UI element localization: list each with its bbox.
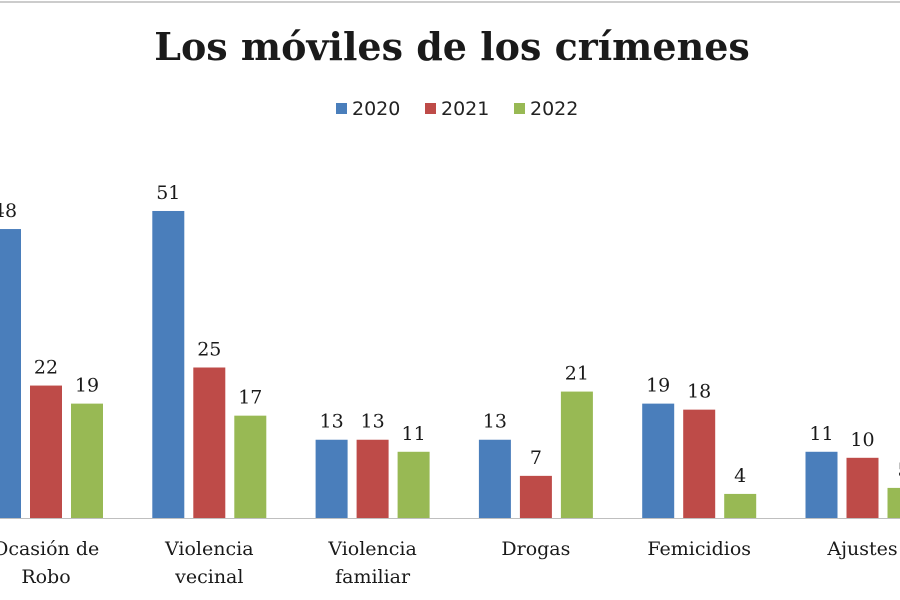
bar-2020-5	[805, 451, 838, 518]
bar-2021-0	[30, 385, 62, 518]
data-label: 13	[483, 411, 507, 433]
legend-label-2022: 2022	[530, 98, 578, 120]
bar-2020-4	[642, 403, 675, 518]
legend-label-2020: 2020	[352, 98, 400, 120]
bar-2021-5	[846, 457, 879, 518]
data-label: 17	[238, 387, 262, 409]
data-label: 13	[320, 411, 344, 433]
data-label: 48	[0, 200, 17, 222]
bars: 48 22 19 51 25 17 13 13 11 13 7 21 19 18 4 11 10 5	[0, 182, 900, 519]
bar-2020-1	[152, 210, 185, 519]
data-label: 22	[34, 357, 58, 379]
bar-2022-4	[724, 493, 757, 518]
bar-2022-5	[887, 487, 900, 518]
bar-2020-0	[0, 229, 21, 519]
category-labels: Ocasión de Robo Violencia vecinal Violencia f…	[0, 538, 898, 588]
data-label: 4	[734, 465, 746, 487]
bar-2022-2	[397, 451, 430, 518]
data-label: 11	[402, 423, 426, 445]
legend: 2020 2021 2022	[336, 98, 578, 120]
category-label: Ocasión de Robo	[0, 538, 99, 588]
bar-2022-0	[71, 403, 103, 518]
data-label: 25	[197, 339, 221, 361]
category-label: Violencia familiar	[327, 538, 417, 588]
bar-2021-1	[193, 367, 226, 518]
category-label: Ajustes	[826, 538, 897, 560]
legend-swatch-2020	[336, 103, 347, 114]
chart-title: Los móviles de los crímenes	[154, 24, 750, 69]
bar-2021-2	[356, 439, 389, 518]
data-label: 51	[156, 182, 180, 204]
category-label: Drogas	[501, 538, 570, 560]
bar-2021-3	[519, 475, 552, 518]
legend-swatch-2021	[425, 103, 436, 114]
data-label: 19	[75, 375, 99, 397]
data-label: 11	[809, 423, 833, 445]
bar-2020-3	[478, 439, 511, 518]
bar-2020-2	[315, 439, 348, 518]
legend-label-2021: 2021	[441, 98, 489, 120]
data-label: 21	[565, 363, 589, 385]
data-label: 10	[850, 429, 874, 451]
data-label: 7	[530, 447, 542, 469]
data-label: 18	[687, 381, 711, 403]
data-label: 19	[646, 375, 670, 397]
category-label: Femicidios	[647, 538, 751, 560]
bar-2021-4	[683, 409, 716, 518]
bar-2022-1	[234, 415, 267, 518]
data-label: 5	[897, 459, 900, 481]
category-label: Violencia vecinal	[164, 538, 254, 588]
legend-swatch-2022	[514, 103, 525, 114]
data-label: 13	[361, 411, 385, 433]
bar-2022-3	[560, 391, 593, 518]
